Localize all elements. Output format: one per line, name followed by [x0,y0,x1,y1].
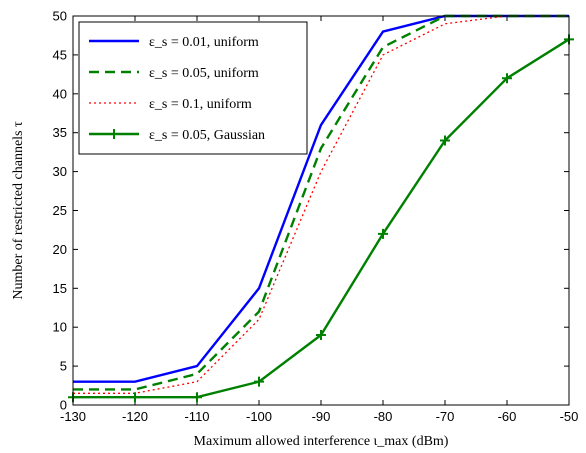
legend-entry: ε_s = 0.01, uniform [89,35,259,50]
data-point-marker [192,392,202,403]
x-tick-label: -80 [374,409,393,424]
x-tick-label: -50 [560,409,579,424]
axis-ticks: -130 -120 -110 -100 -90 -80 -70 -60 -50 0 5 10 15 20 2… [53,9,579,425]
x-tick-label: -120 [122,409,148,424]
series-line [73,15,569,394]
legend-label: ε_s = 0.05, Gaussian [149,128,265,143]
y-tick-label: 50 [53,9,67,24]
legend-label: ε_s = 0.05, uniform [149,66,259,81]
plot-frame [72,15,570,406]
data-point-marker [130,392,140,403]
y-tick-label: 35 [53,125,67,140]
data-point-marker [316,329,326,340]
x-tick-label: -90 [312,409,331,424]
data-point-marker [502,73,512,84]
data-point-marker [378,228,388,239]
x-tick-label: -100 [246,409,272,424]
y-tick-label: 15 [53,281,67,296]
y-tick-label: 20 [53,242,67,257]
legend-entry: ε_s = 0.05, Gaussian [89,128,265,143]
legend-entry: ε_s = 0.1, uniform [89,97,252,112]
y-tick-label: 5 [60,359,67,374]
legend: ε_s = 0.01, uniform ε_s = 0.05, uniform ε_… [78,21,308,155]
legend-entry: ε_s = 0.05, uniform [89,66,259,81]
x-tick-label: -110 [184,409,209,424]
y-tick-label: 25 [53,203,67,218]
series-3 [73,15,569,394]
data-point-marker [254,376,264,387]
y-tick-label: 30 [53,164,67,179]
data-point-marker [440,135,450,146]
x-tick-label: -60 [498,409,517,424]
legend-label: ε_s = 0.1, uniform [149,97,252,112]
x-tick-label: -130 [60,409,86,424]
legend-box [78,21,308,155]
y-tick-label: 40 [53,86,67,101]
y-tick-label: 10 [53,320,67,335]
y-tick-label: 45 [53,47,67,62]
legend-label: ε_s = 0.01, uniform [149,35,259,50]
legend-marker [109,129,119,139]
y-tick-label: 0 [60,398,67,413]
y-axis-label: Number of restricted channels τ [11,121,26,300]
x-tick-label: -70 [436,409,455,424]
x-axis-label: Maximum allowed interference ι_max (dBm) [194,434,449,449]
